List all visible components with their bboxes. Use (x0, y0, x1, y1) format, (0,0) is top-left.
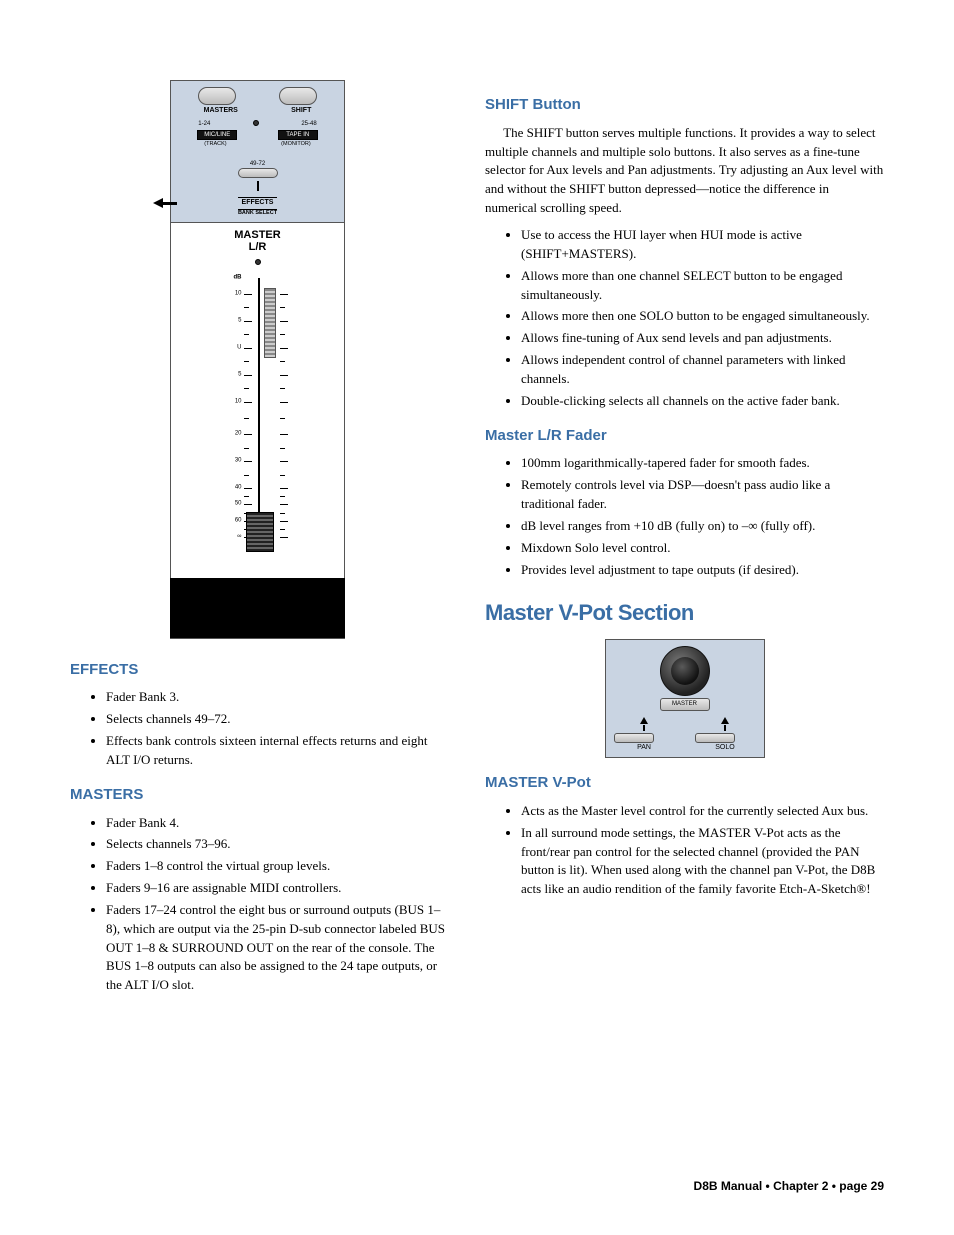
effects-heading: EFFECTS (70, 659, 445, 681)
master-vpot-heading: MASTER V-Pot (485, 772, 884, 794)
list-item: Faders 17–24 control the eight bus or su… (106, 901, 445, 995)
list-item: Selects channels 73–96. (106, 835, 445, 854)
list-item: Provides level adjustment to tape output… (521, 561, 884, 580)
mic-line-button: MIC/LINE (197, 130, 237, 140)
solo-button (695, 733, 735, 743)
masters-label: MASTERS (204, 106, 238, 116)
arrow-up-icon (640, 717, 648, 724)
list-item: Use to access the HUI layer when HUI mod… (521, 226, 884, 264)
monitor-sublabel: (MONITOR) (281, 141, 311, 149)
masters-list: Fader Bank 4. Selects channels 73–96. Fade… (70, 814, 445, 996)
list-item: Faders 1–8 control the virtual group lev… (106, 857, 445, 876)
list-item: Selects channels 49–72. (106, 710, 445, 729)
list-item: Mixdown Solo level control. (521, 539, 884, 558)
shift-label: SHIFT (291, 106, 311, 116)
bank-25-48-label: 25-48 (301, 120, 316, 129)
list-item: Fader Bank 3. (106, 688, 445, 707)
list-item: dB level ranges from +10 dB (fully on) t… (521, 517, 884, 536)
track-sublabel: (TRACK) (204, 141, 226, 149)
shift-list: Use to access the HUI layer when HUI mod… (485, 226, 884, 411)
master-lr-title: MASTERL/R (175, 229, 340, 253)
arrow-left-icon (153, 198, 163, 208)
masters-heading: MASTERS (70, 784, 445, 806)
pan-button (614, 733, 654, 743)
level-meter-icon (264, 288, 276, 358)
list-item: Allows more than one channel SELECT butt… (521, 267, 884, 305)
vpot-section-title: Master V-Pot Section (485, 597, 884, 629)
page-footer: D8B Manual • Chapter 2 • page 29 (694, 1178, 884, 1195)
list-item: Allows more then one SOLO button to be e… (521, 307, 884, 326)
vpot-knob-icon (660, 646, 710, 696)
pan-label: PAN (614, 743, 675, 753)
vpot-master-label: MASTER (660, 698, 710, 711)
effects-list: Fader Bank 3. Selects channels 49–72. Effe… (70, 688, 445, 769)
list-item: Acts as the Master level control for the… (521, 802, 884, 821)
master-fader-diagram: dB105U5102030405060∞ (198, 278, 318, 578)
list-item: Allows fine-tuning of Aux send levels an… (521, 329, 884, 348)
fader-cap-icon (246, 512, 274, 552)
effects-label: EFFECTS (238, 197, 278, 209)
list-item: Double-clicking selects all channels on … (521, 392, 884, 411)
shift-button (279, 87, 317, 105)
shift-heading: SHIFT Button (485, 94, 884, 116)
bank-select-label: BANK SELECT (177, 210, 338, 218)
list-item: Faders 9–16 are assignable MIDI controll… (106, 879, 445, 898)
bank-49-72-button (238, 168, 278, 178)
solo-label: SOLO (695, 743, 756, 753)
tape-in-button: TAPE IN (278, 130, 318, 140)
master-lr-heading: Master L/R Fader (485, 425, 884, 447)
bank-select-diagram: MASTERS SHIFT 1-24 25-48 MIC/LINE TAPE I… (170, 80, 345, 639)
master-lr-led-icon (255, 259, 261, 265)
list-item: Allows independent control of channel pa… (521, 351, 884, 389)
bank-1-24-label: 1-24 (198, 120, 210, 129)
masters-button (198, 87, 236, 105)
list-item: Remotely controls level via DSP—doesn't … (521, 476, 884, 514)
master-vpot-list: Acts as the Master level control for the… (485, 802, 884, 899)
list-item: In all surround mode settings, the MASTE… (521, 824, 884, 899)
vpot-diagram: MASTER PAN SOLO (605, 639, 765, 758)
shift-paragraph: The SHIFT button serves multiple functio… (485, 124, 884, 218)
list-item: Effects bank controls sixteen internal e… (106, 732, 445, 770)
arrow-up-icon (721, 717, 729, 724)
bank-49-72-label: 49-72 (177, 160, 338, 169)
master-lr-list: 100mm logarithmically-tapered fader for … (485, 454, 884, 579)
list-item: 100mm logarithmically-tapered fader for … (521, 454, 884, 473)
led-icon (253, 120, 259, 126)
list-item: Fader Bank 4. (106, 814, 445, 833)
